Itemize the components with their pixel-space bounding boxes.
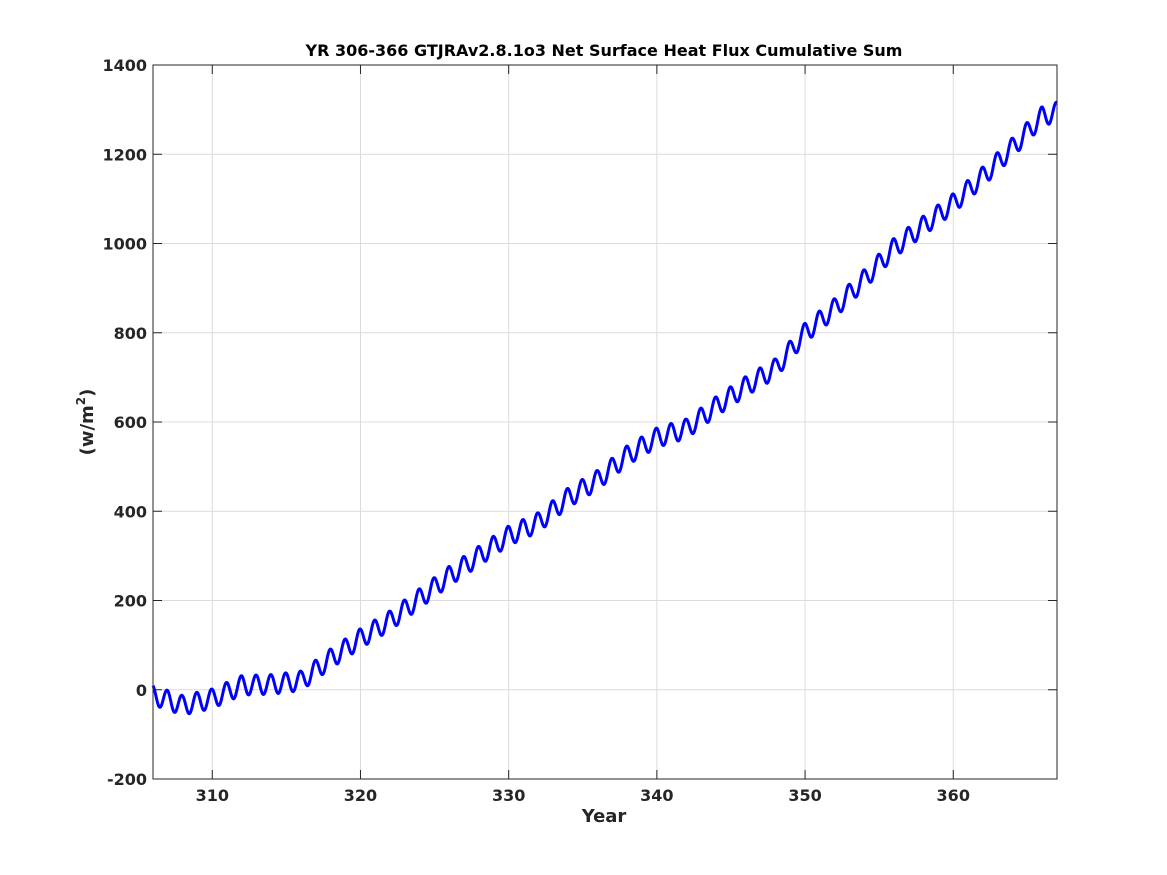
y-tick-label: 1200 xyxy=(102,145,147,164)
y-tick-label: 0 xyxy=(136,681,147,700)
x-tick-label: 360 xyxy=(937,786,970,805)
y-tick-label: 600 xyxy=(114,413,147,432)
chart-title: YR 306-366 GTJRAv2.8.1o3 Net Surface Hea… xyxy=(305,41,903,60)
y-axis-label-superscript: 2 xyxy=(74,397,88,405)
y-axis-label-suffix: ) xyxy=(77,389,98,397)
y-tick-label: 200 xyxy=(114,592,147,611)
x-axis-label: Year xyxy=(581,806,627,827)
x-tick-label: 350 xyxy=(788,786,821,805)
y-axis-label-prefix: (w/m xyxy=(77,405,98,455)
y-tick-label: 400 xyxy=(114,502,147,521)
x-tick-label: 330 xyxy=(492,786,525,805)
x-tick-label: 320 xyxy=(344,786,377,805)
series-line-0 xyxy=(151,100,1059,716)
y-tick-label: 1000 xyxy=(102,235,147,254)
tick-labels: 310 320 330 340 350 360 -200 0 200 400 600 800 1000 1… xyxy=(102,56,969,805)
y-tick-label: -200 xyxy=(107,770,147,789)
x-tick-label: 310 xyxy=(196,786,229,805)
y-tick-label: 800 xyxy=(114,324,147,343)
series-layer xyxy=(151,100,1059,716)
axes-box xyxy=(152,64,1058,780)
x-tick-label: 340 xyxy=(640,786,673,805)
y-axis-label: (w/m2) xyxy=(74,389,98,456)
y-tick-label: 1400 xyxy=(102,56,147,75)
